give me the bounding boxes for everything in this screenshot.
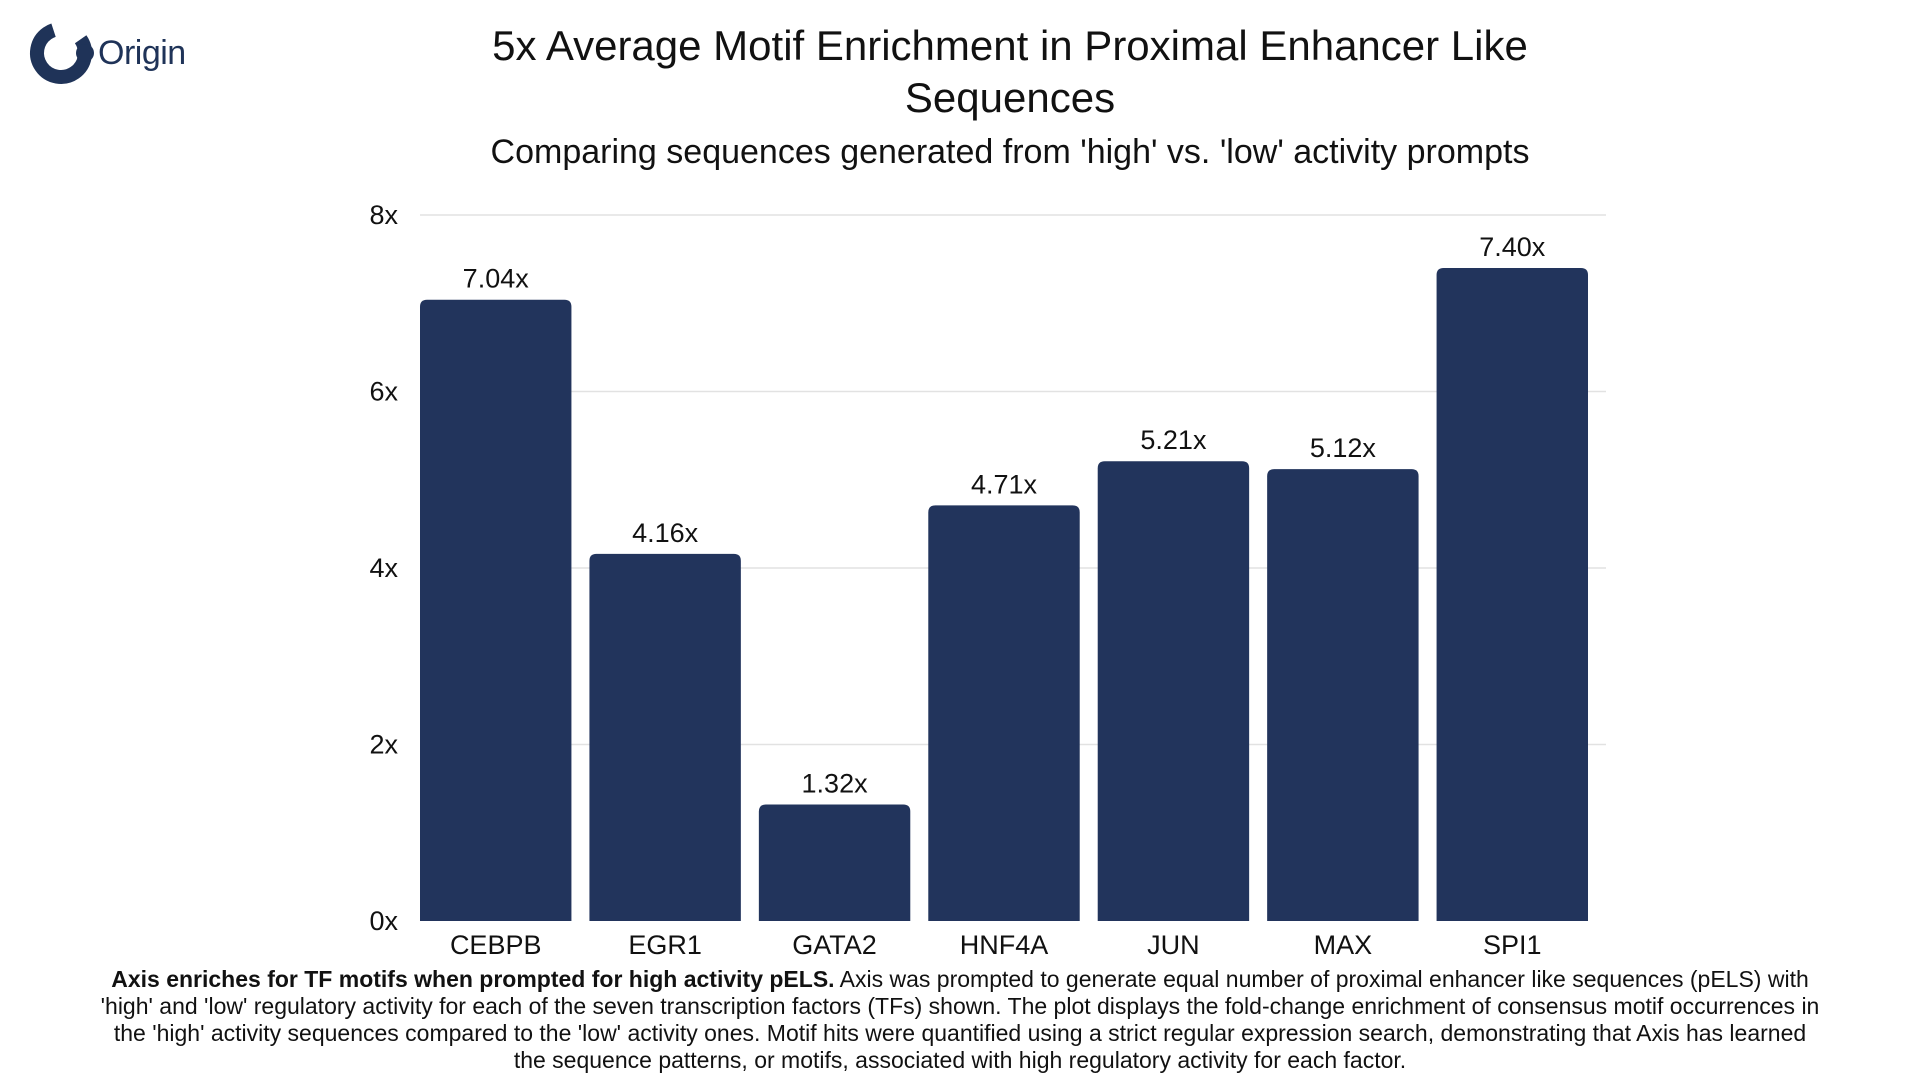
chart-title: 5x Average Motif Enrichment in Proximal …: [492, 22, 1528, 121]
bar: [1267, 469, 1419, 921]
figure-caption: Axis enriches for TF motifs when prompte…: [100, 966, 1820, 1074]
x-tick-label: JUN: [1147, 930, 1200, 960]
y-tick-label: 8x: [369, 200, 398, 230]
caption-bold: Axis enriches for TF motifs when prompte…: [111, 966, 835, 992]
y-tick-label: 6x: [369, 377, 398, 407]
y-tick-label: 0x: [369, 906, 398, 936]
bar: [928, 505, 1080, 921]
origin-logo: Origin: [28, 18, 186, 88]
logo-text: Origin: [98, 33, 186, 72]
x-tick-label: CEBPB: [450, 930, 542, 960]
origin-ring-icon: [30, 22, 94, 84]
data-label: 7.40x: [1479, 232, 1546, 262]
data-label: 7.04x: [463, 264, 530, 294]
data-label: 4.71x: [971, 469, 1038, 499]
x-tick-label: EGR1: [628, 930, 702, 960]
caption-text: Axis was prompted to generate equal numb…: [100, 966, 1820, 1073]
x-tick-label: MAX: [1314, 930, 1373, 960]
data-label: 4.16x: [632, 518, 699, 548]
x-tick-label: HNF4A: [960, 930, 1049, 960]
y-tick-label: 4x: [369, 553, 398, 583]
data-label: 1.32x: [802, 769, 869, 799]
x-tick-label: SPI1: [1483, 930, 1542, 960]
data-label: 5.21x: [1140, 425, 1207, 455]
data-label: 5.12x: [1310, 433, 1377, 463]
x-tick-label: GATA2: [792, 930, 877, 960]
bar: [1436, 267, 1588, 921]
bar: [1097, 461, 1250, 921]
y-tick-label: 2x: [369, 730, 398, 760]
bar: [589, 553, 741, 921]
bar: [420, 299, 572, 922]
bar-chart: 0x 2x 4x 6x 8x 7.04x CEBPB 4.16x EGR1 1.32x GATA2 4…: [369, 200, 1606, 960]
bar: [758, 804, 911, 921]
chart-subtitle: Comparing sequences generated from 'high…: [490, 133, 1530, 171]
